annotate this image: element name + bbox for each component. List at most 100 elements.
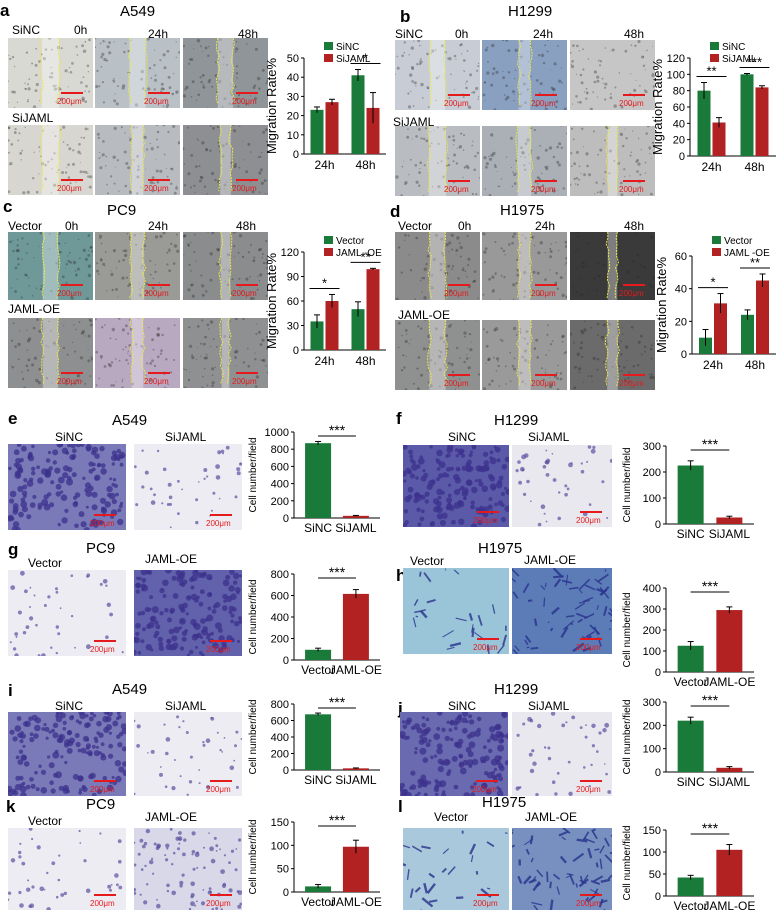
scale-bar-label: 200μm (473, 516, 498, 525)
img-label-f-2: SiJAML (528, 430, 570, 444)
legend-label: JAML -OE (336, 248, 382, 259)
legend-swatch (324, 42, 333, 50)
chart-i: 0 200 400 600 800 Cell number/field SiNC SiJAML… (248, 694, 380, 787)
legend-label: SiJAML (722, 54, 757, 65)
legend-swatch (712, 248, 721, 256)
scale-bar-label: 200μm (232, 377, 257, 386)
panel-label-c: c (3, 197, 13, 216)
y-tick-label: 0 (655, 519, 661, 531)
bar (756, 280, 769, 354)
scale-bar (477, 511, 499, 513)
scale-bar-label: 200μm (232, 289, 257, 298)
bar (351, 309, 365, 350)
y-tick-label: 100 (643, 493, 661, 505)
y-tick-label: 100 (643, 744, 661, 756)
significance-mark: * (710, 275, 715, 290)
legend-swatch (324, 236, 333, 244)
scale-bar-label: 200μm (57, 184, 82, 193)
panel-title-h: H1975 (478, 540, 523, 557)
scale-bar-label: 200μm (531, 289, 556, 298)
bar (716, 610, 743, 672)
x-tick-label: JAML-OE (330, 663, 382, 677)
scale-bar-label: 200μm (57, 289, 82, 298)
time-label-c-24h: 24h (148, 219, 169, 233)
y-tick-label: 0 (283, 655, 289, 667)
scale-bar-label: 200μm (619, 379, 644, 388)
y-tick-label: 300 (643, 697, 661, 709)
img-label-e-2: SiJAML (165, 430, 207, 444)
panel-label-e: e (8, 409, 18, 428)
micrograph-image: 200μm (482, 320, 567, 390)
scale-bar-label: 200μm (57, 377, 82, 386)
y-tick-label: 0 (655, 767, 661, 779)
bar (325, 102, 339, 154)
scale-bar (623, 94, 645, 96)
panel-label-f: f (396, 409, 402, 428)
micrograph-image: 200μm (95, 318, 180, 388)
y-tick-label: 30 (287, 321, 299, 333)
x-tick-label: SiNC (677, 775, 705, 789)
bar (310, 321, 324, 350)
img-label-j-1: SiNC (448, 699, 477, 713)
micrograph-image: 200μm (395, 232, 480, 300)
scale-bar (580, 511, 602, 513)
scale-bar (448, 374, 470, 376)
significance-mark: ** (360, 249, 370, 264)
panel-label-k: k (6, 797, 16, 816)
scale-bar-label: 200μm (531, 99, 556, 108)
y-tick-label: 40 (675, 284, 687, 296)
row-label-b-2: SiJAML (393, 115, 435, 129)
time-label-b-48h: 48h (624, 27, 645, 41)
panel-label-h: h (396, 566, 407, 585)
x-tick-label: 48h (355, 158, 375, 172)
panel-title-j: H1299 (494, 681, 539, 698)
x-tick-label: Vector (301, 663, 335, 677)
time-label-a-0h: 0h (74, 23, 88, 37)
scale-bar (94, 894, 116, 896)
time-label-d-0h: 0h (458, 219, 472, 233)
bar (714, 303, 727, 354)
y-axis-label: Migration Rate% (650, 59, 665, 156)
micrograph-image: 200μm (512, 445, 612, 527)
x-tick-label: JAML-OE (330, 895, 382, 909)
micrograph-image: 200μm (570, 126, 655, 196)
scale-bar-label: 200μm (90, 899, 115, 908)
panel-title-e: A549 (112, 412, 148, 429)
legend-label: SiNC (722, 42, 745, 53)
scale-bar-label: 200μm (90, 519, 115, 528)
legend-label: SiNC (336, 42, 359, 53)
x-tick-label: SiNC (677, 527, 705, 541)
legend-label: JAML -OE (724, 248, 770, 259)
x-tick-label: JAML-OE (703, 899, 755, 912)
x-tick-label: SiJAML (335, 773, 377, 787)
y-tick-label: 800 (271, 444, 289, 456)
scale-bar-label: 200μm (144, 289, 169, 298)
chart-h: 0 100 200 300 400 Cell number/field VectorJAML… (622, 578, 755, 689)
scale-bar-label: 200μm (90, 645, 115, 654)
micrograph-image: 200μm (395, 40, 480, 110)
micrograph-image: 200μm (8, 712, 126, 796)
micrograph-image: 200μm (8, 444, 126, 530)
y-tick-label: 0 (283, 513, 289, 525)
scale-bar (148, 284, 170, 286)
scale-bar-label: 200μm (144, 184, 169, 193)
micrograph-image: 200μm (482, 126, 567, 196)
scale-bar (61, 92, 83, 94)
scale-bar (448, 284, 470, 286)
y-tick-label: 400 (271, 479, 289, 491)
micrograph-image: 200μm (8, 125, 93, 195)
bar (677, 645, 704, 672)
y-axis-label: Cell number/field (248, 819, 259, 894)
significance-mark: *** (329, 694, 346, 710)
time-label-b-0h: 0h (455, 27, 469, 41)
time-label-d-48h: 48h (624, 219, 645, 233)
row-label-c-2: JAML-OE (8, 302, 61, 316)
time-label-c-0h: 0h (65, 219, 79, 233)
micrograph-image: 200μm (482, 232, 567, 300)
legend-swatch (710, 54, 719, 62)
scale-bar-label: 200μm (144, 97, 169, 106)
y-tick-label: 100 (271, 840, 289, 852)
bar (325, 301, 339, 350)
scale-bar (535, 374, 557, 376)
